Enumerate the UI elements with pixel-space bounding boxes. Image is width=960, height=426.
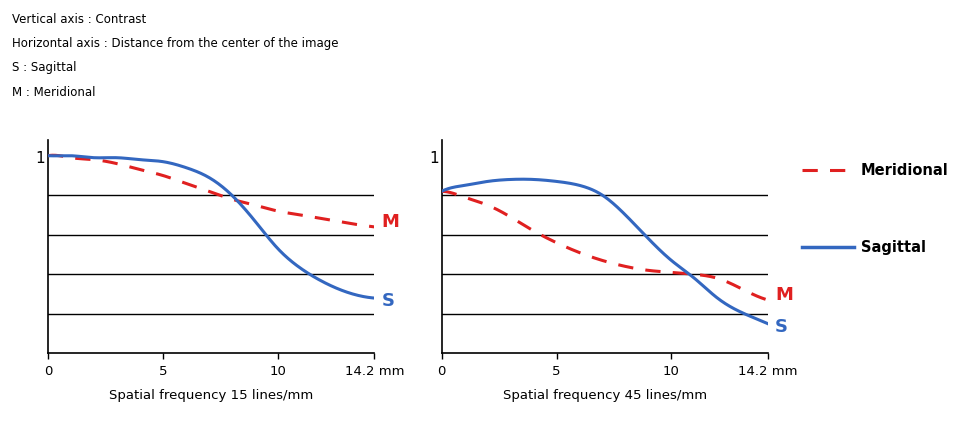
Text: Sagittal: Sagittal bbox=[861, 239, 926, 255]
Text: Meridional: Meridional bbox=[861, 163, 948, 178]
Text: M: M bbox=[775, 285, 793, 303]
Text: Vertical axis : Contrast: Vertical axis : Contrast bbox=[12, 13, 146, 26]
X-axis label: Spatial frequency 45 lines/mm: Spatial frequency 45 lines/mm bbox=[503, 388, 707, 401]
Text: Horizontal axis : Distance from the center of the image: Horizontal axis : Distance from the cent… bbox=[12, 37, 338, 50]
Text: S : Sagittal: S : Sagittal bbox=[12, 61, 76, 74]
Text: S: S bbox=[381, 291, 395, 309]
Text: S: S bbox=[775, 317, 788, 335]
Text: M : Meridional: M : Meridional bbox=[12, 86, 95, 98]
Text: M: M bbox=[381, 213, 399, 230]
X-axis label: Spatial frequency 15 lines/mm: Spatial frequency 15 lines/mm bbox=[109, 388, 313, 401]
